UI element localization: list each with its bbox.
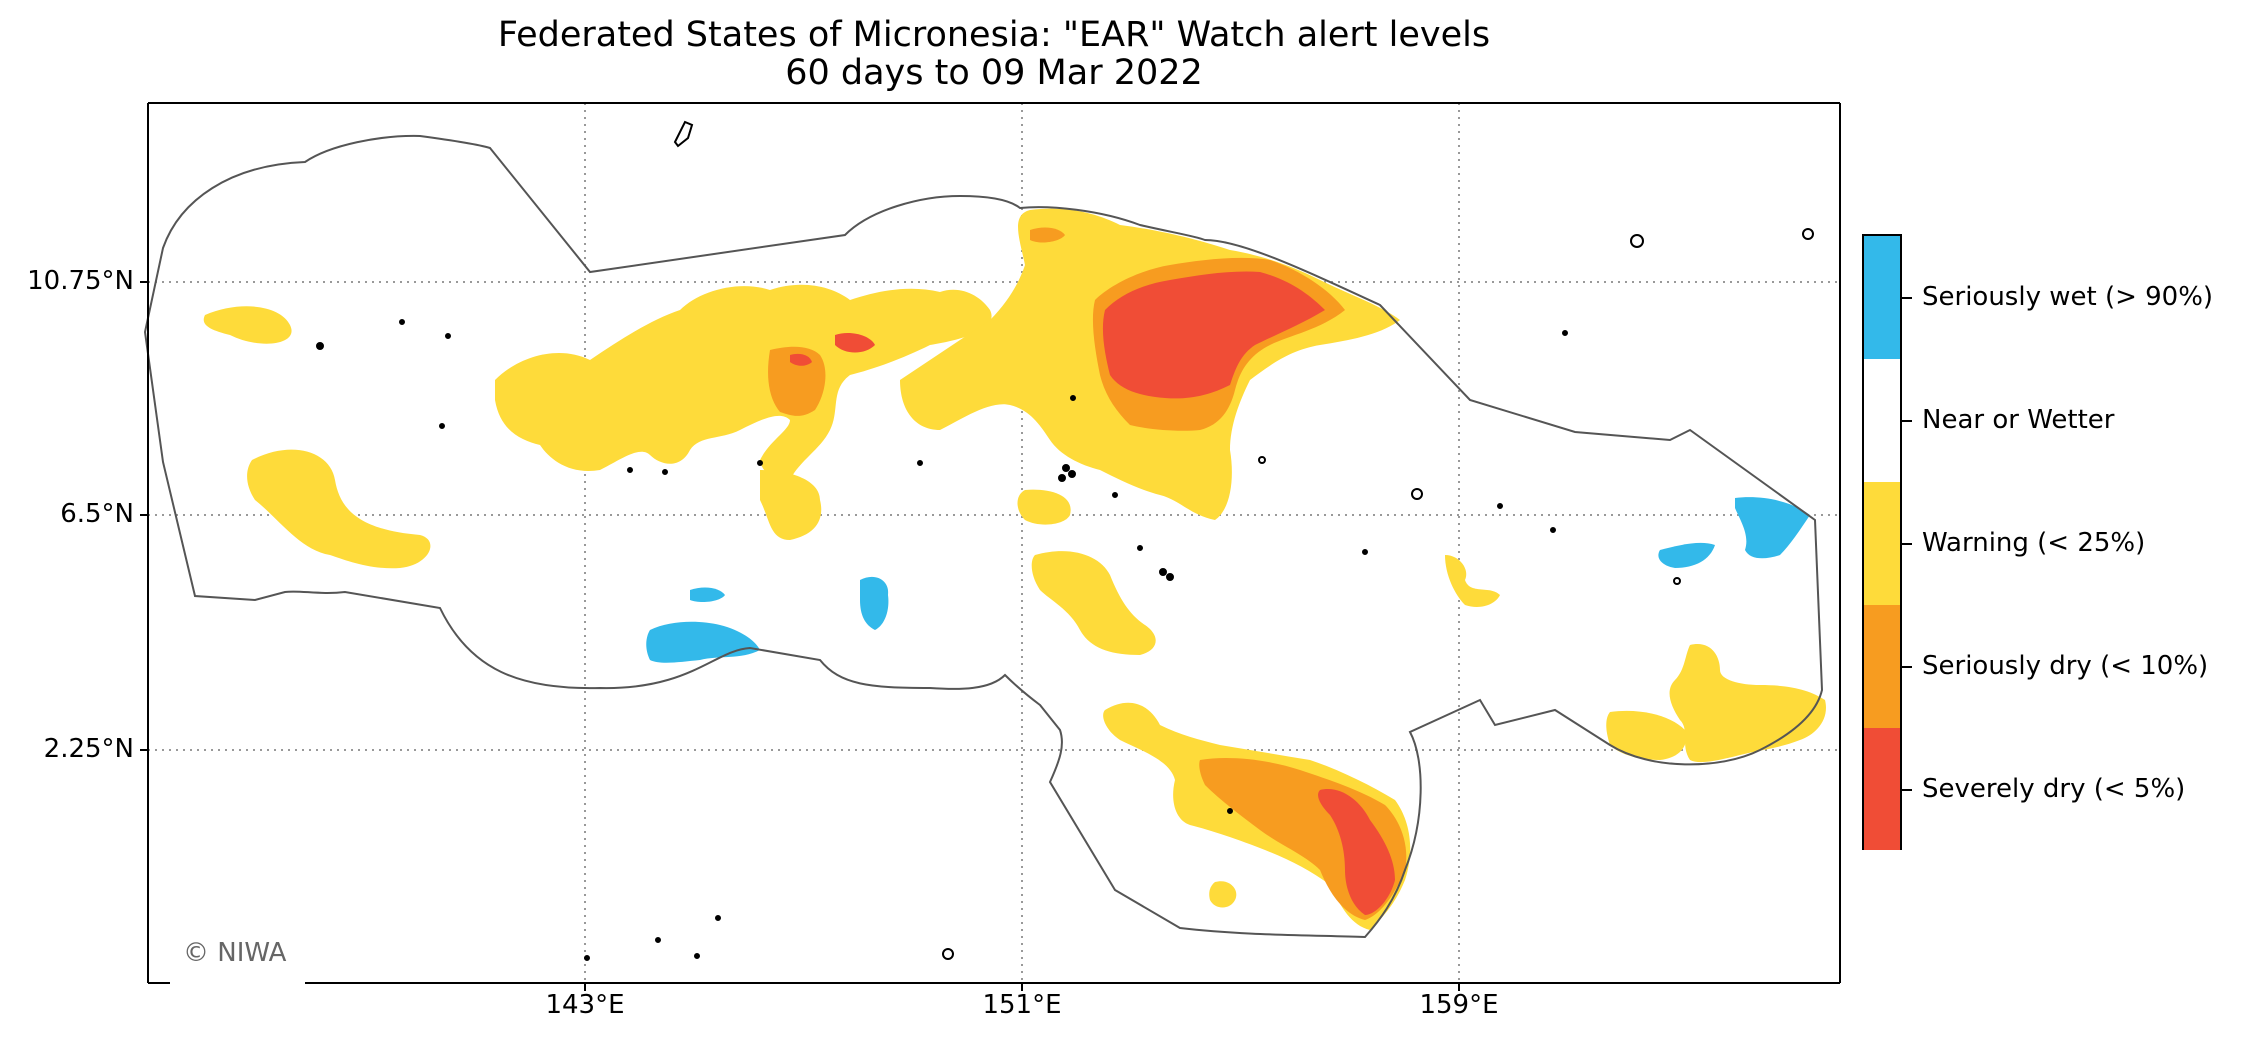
seriously-wet-area-east-2: [1658, 542, 1715, 568]
niwa-credit: © NIWA: [183, 938, 287, 968]
island-dot: [627, 467, 633, 473]
lon-label-159: 159°E: [1419, 990, 1499, 1020]
warning-area-small-south: [1209, 881, 1237, 908]
lat-label-2.25: 2.25°N: [43, 734, 134, 764]
seriously-wet-area-yap-south: [646, 621, 760, 663]
warning-area-south-chuuk: [1031, 551, 1156, 655]
island-dot: [1802, 228, 1814, 240]
seriously-dry-area-north: [1030, 227, 1065, 243]
island-dot: [316, 342, 324, 350]
axis-ticks: [140, 281, 1460, 991]
island-dot: [1062, 464, 1070, 472]
map-title-line2: 60 days to 09 Mar 2022: [785, 53, 1203, 93]
severely-dry-area-central-east: [1102, 271, 1325, 399]
island-dot: [1058, 474, 1066, 482]
island-dot: [1362, 549, 1368, 555]
severely-dry-areas: [790, 271, 1395, 915]
island-dot: [1159, 568, 1167, 576]
island-dot: [1166, 573, 1174, 581]
guam-island: [673, 120, 694, 148]
island-dot: [655, 937, 661, 943]
island-dot: [694, 953, 700, 959]
lon-label-151: 151°E: [982, 990, 1062, 1020]
warning-area-central-west: [495, 284, 992, 483]
legend-label-severely-dry: Severely dry (< 5%): [1922, 774, 2186, 804]
legend-swatch-seriously-wet: [1864, 236, 1900, 359]
island-dot: [1673, 577, 1681, 585]
warning-area-west: [247, 449, 431, 569]
seriously-wet-area-small: [690, 587, 725, 603]
pohnpei-island: [1411, 488, 1423, 500]
island-dot: [439, 423, 445, 429]
island-dot: [1258, 456, 1266, 464]
islands: [316, 120, 1814, 961]
island-dot: [917, 460, 923, 466]
warning-area-nw: [203, 306, 292, 344]
warning-area-east-2: [1606, 710, 1687, 760]
warning-area-central-south: [760, 470, 822, 540]
warning-areas: [203, 208, 1826, 930]
island-dot: [584, 955, 590, 961]
island-dot: [1562, 330, 1568, 336]
legend-swatch-warning: [1864, 482, 1900, 605]
legend-swatch-severely-dry: [1864, 728, 1900, 850]
legend-swatch-seriously-dry: [1864, 605, 1900, 728]
eez-boundary: [143, 134, 1824, 939]
island-dot: [1112, 492, 1118, 498]
island-dot: [1070, 395, 1076, 401]
seriously-dry-area-central-west: [768, 346, 826, 416]
lat-label-10.75: 10.75°N: [27, 266, 134, 296]
island-dot: [757, 460, 763, 466]
seriously-wet-areas: [646, 497, 1810, 663]
severely-dry-area-small: [790, 353, 812, 366]
legend-colorbar: [1862, 234, 1902, 850]
warning-area-east: [1669, 644, 1826, 763]
map-title-line1: Federated States of Micronesia: "EAR" Wa…: [497, 15, 1491, 55]
gridlines: [148, 103, 1840, 983]
seriously-wet-area-central: [860, 576, 889, 630]
island-dot: [399, 319, 405, 325]
lon-label-143: 143°E: [545, 990, 625, 1020]
island-dot: [1137, 545, 1143, 551]
legend-swatch-near-or-wetter: [1864, 359, 1900, 482]
seriously-wet-area-east-1: [1735, 497, 1810, 559]
legend-label-seriously-wet: Seriously wet (> 90%): [1922, 282, 2214, 312]
legend-label-warning: Warning (< 25%): [1922, 528, 2146, 558]
legend-label-seriously-dry: Seriously dry (< 10%): [1922, 651, 2209, 681]
island-dot: [942, 948, 954, 960]
warning-area-pohnpei: [1445, 555, 1500, 607]
warning-area-chuuk: [1017, 489, 1071, 525]
lat-label-6.5: 6.5°N: [60, 499, 134, 529]
island-dot: [715, 915, 721, 921]
island-dot: [1497, 503, 1503, 509]
severely-dry-area-south: [1318, 789, 1395, 915]
axes-frame: [147, 102, 1841, 984]
island-dot: [1068, 470, 1076, 478]
severely-dry-area-central-west: [835, 333, 875, 353]
island-dot: [1227, 808, 1233, 814]
island-dot: [1550, 527, 1556, 533]
island-dot: [662, 469, 668, 475]
island-dot: [1630, 234, 1644, 248]
island-dot: [445, 333, 451, 339]
legend-label-near-or-wetter: Near or Wetter: [1922, 405, 2115, 435]
